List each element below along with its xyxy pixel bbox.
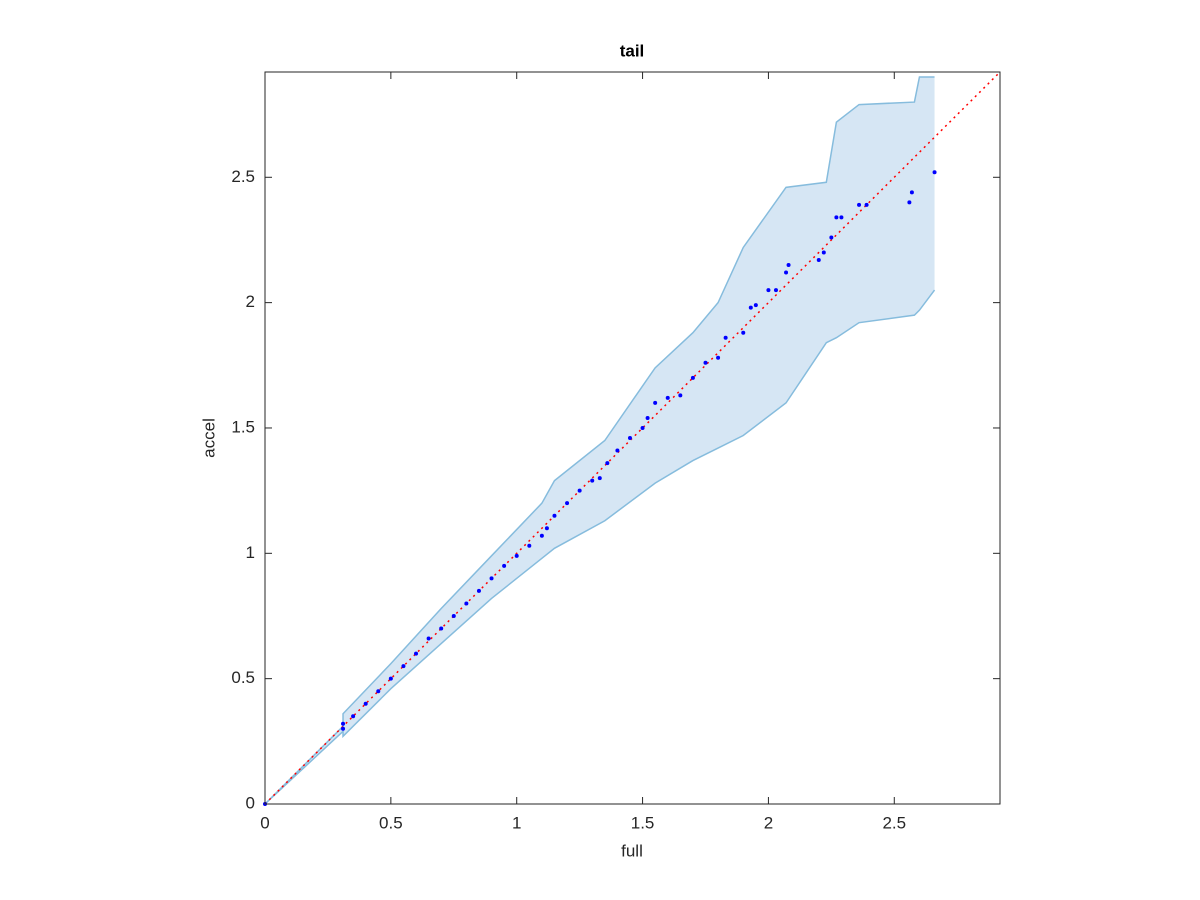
point [605, 461, 610, 466]
chart-title: tail [620, 41, 645, 60]
point [341, 726, 346, 731]
x-tick-label: 0 [260, 813, 269, 832]
point [426, 636, 431, 641]
point [907, 200, 912, 205]
point [909, 190, 914, 195]
point [590, 478, 595, 483]
point [597, 476, 602, 481]
point [476, 588, 481, 593]
point [615, 448, 620, 453]
point [678, 393, 683, 398]
point [489, 576, 494, 581]
point [645, 415, 650, 420]
point [766, 288, 771, 293]
y-tick-label: 1.5 [231, 417, 255, 436]
x-tick-label: 1 [512, 813, 521, 832]
point [464, 601, 469, 606]
y-tick-label: 2.5 [231, 167, 255, 186]
point [376, 689, 381, 694]
x-tick-label: 2 [764, 813, 773, 832]
point [653, 400, 658, 405]
point [627, 436, 632, 440]
x-tick-label: 2.5 [882, 813, 906, 832]
point [839, 215, 844, 220]
point [864, 202, 869, 207]
point [414, 651, 419, 656]
point [363, 701, 368, 706]
point [388, 676, 393, 681]
point [816, 258, 821, 263]
point [439, 626, 444, 631]
point [829, 235, 834, 240]
reference-line [264, 71, 1001, 805]
y-tick-label: 0.5 [231, 668, 255, 687]
point [741, 330, 746, 335]
point [351, 714, 356, 719]
point [716, 355, 721, 360]
point [723, 335, 728, 340]
point [932, 170, 937, 175]
y-tick-label: 2 [246, 292, 255, 311]
point [539, 533, 544, 538]
y-tick-label: 0 [246, 793, 255, 812]
confidence-band [265, 77, 935, 804]
point [748, 305, 753, 310]
point [565, 501, 570, 506]
axes-box [264, 71, 1001, 805]
point [401, 664, 406, 669]
x-axis-label: full [621, 841, 643, 860]
x-tick-label: 1.5 [631, 813, 655, 832]
point [753, 303, 758, 308]
point [834, 215, 839, 220]
point [857, 202, 862, 207]
point [514, 553, 519, 558]
band-lower [264, 289, 936, 805]
point [786, 263, 791, 268]
band-upper [264, 76, 935, 805]
point [552, 513, 557, 518]
point [502, 563, 507, 568]
point [821, 250, 826, 255]
y-axis-label: accel [199, 418, 218, 458]
point [451, 613, 456, 618]
point [784, 270, 789, 275]
point [703, 360, 708, 365]
point [577, 488, 582, 493]
x-tick-label: 0.5 [379, 813, 403, 832]
point [773, 288, 778, 293]
point [640, 425, 645, 430]
y-tick-label: 1 [246, 543, 255, 562]
point [665, 395, 670, 400]
point [341, 721, 346, 726]
point [527, 543, 532, 548]
point [690, 375, 695, 380]
point [544, 526, 549, 531]
